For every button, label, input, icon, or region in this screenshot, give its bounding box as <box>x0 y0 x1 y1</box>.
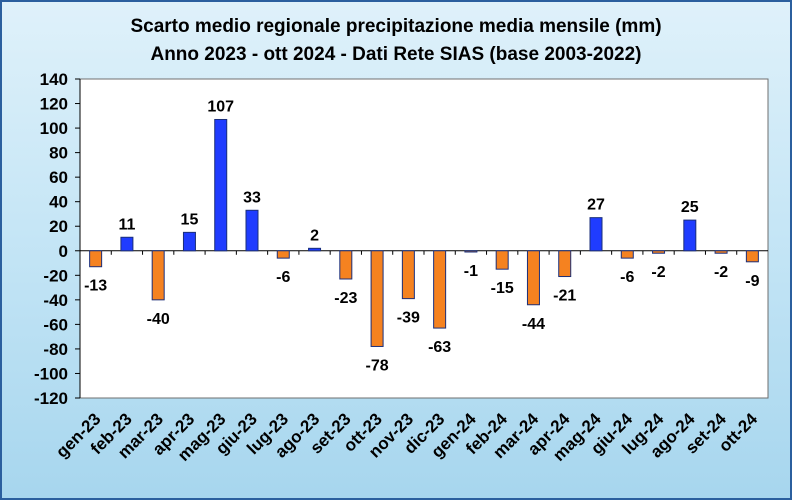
bar-apr-23 <box>182 231 196 252</box>
data-label: -21 <box>553 288 576 305</box>
bar-feb-24 <box>495 250 509 270</box>
bar-ago-23 <box>308 247 322 252</box>
bar-lug-24 <box>652 250 666 254</box>
y-tick-label: 80 <box>49 144 68 163</box>
bar-giu-24 <box>620 250 634 259</box>
y-tick-label: 100 <box>40 119 68 138</box>
bar-lug-23 <box>276 250 290 259</box>
y-tick-label: 40 <box>49 193 68 212</box>
bar-mag-23 <box>214 118 228 252</box>
data-label: 33 <box>243 189 261 206</box>
data-label: 107 <box>207 98 234 115</box>
data-label: 2 <box>310 227 319 244</box>
y-tick-label: 120 <box>40 95 68 114</box>
bars <box>89 118 759 347</box>
bar-apr-24 <box>558 250 572 278</box>
y-tick-label: -100 <box>34 364 68 383</box>
data-label: -2 <box>714 264 728 281</box>
data-label: -63 <box>428 339 451 356</box>
bar-mar-24 <box>526 250 540 306</box>
bar-set-23 <box>339 250 353 280</box>
bar-ago-24 <box>683 219 697 252</box>
bar-nov-23 <box>401 250 415 300</box>
bar-mar-23 <box>151 250 165 301</box>
chart-title-line-2: Anno 2023 - ott 2024 - Dati Rete SIAS (b… <box>150 44 641 65</box>
y-tick-label: -120 <box>34 389 68 408</box>
data-label: 27 <box>587 197 605 214</box>
y-tick-label: -20 <box>43 266 68 285</box>
y-tick-label: -60 <box>43 315 68 334</box>
bar-giu-23 <box>245 209 259 252</box>
data-label: -78 <box>366 357 389 374</box>
data-label: -6 <box>620 269 634 286</box>
y-axis: -120 -100 -80 -60 -40 -20 0 20 40 60 80 100 120 140 <box>34 70 768 408</box>
bar-set-24 <box>714 250 728 254</box>
bar-feb-23 <box>120 236 134 252</box>
data-labels: -13 11 -40 15 107 33 -6 2 -23 -78 -39 -63 -1 -15 -44 -2… <box>84 98 760 374</box>
bar-ott-24 <box>745 250 759 263</box>
data-label: -13 <box>84 278 107 295</box>
data-label: -23 <box>334 290 357 307</box>
y-tick-label: -40 <box>43 291 68 310</box>
data-label: -15 <box>491 280 514 297</box>
data-label: -9 <box>745 273 759 290</box>
data-label: -40 <box>147 311 170 328</box>
bar-dic-23 <box>433 250 447 329</box>
y-tick-label: 60 <box>49 168 68 187</box>
bar-ott-23 <box>370 250 384 347</box>
data-label: -39 <box>397 310 420 327</box>
y-tick-label: -80 <box>43 340 68 359</box>
data-label: -44 <box>522 316 545 333</box>
bar-mag-24 <box>589 217 603 252</box>
data-label: -6 <box>276 269 290 286</box>
y-tick-label: 20 <box>49 217 68 236</box>
chart-title-line-1: Scarto medio regionale precipitazione me… <box>130 16 661 37</box>
y-tick-label: 0 <box>59 242 68 261</box>
data-label: 25 <box>681 199 699 216</box>
data-label: 11 <box>118 216 135 233</box>
data-label: -1 <box>464 263 478 280</box>
bar-gen-23 <box>89 250 103 268</box>
data-label: 15 <box>181 211 199 228</box>
y-tick-label: 140 <box>40 70 68 89</box>
bar-gen-24 <box>464 250 478 253</box>
data-label: -2 <box>651 264 665 281</box>
